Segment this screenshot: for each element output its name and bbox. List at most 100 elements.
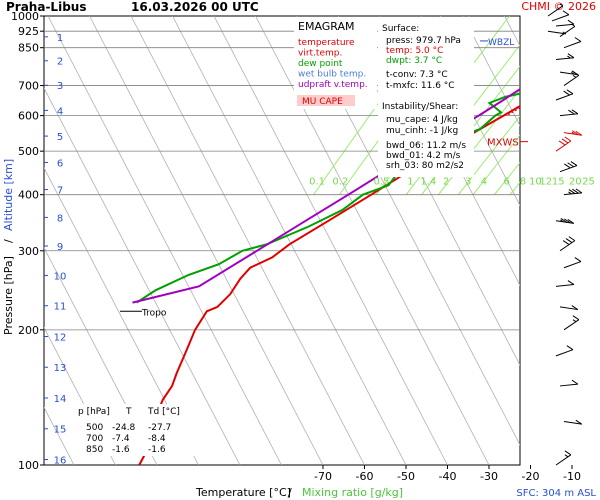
tropo-label: Tropo xyxy=(141,308,167,318)
wind-barb-staff xyxy=(559,165,578,173)
wind-barb xyxy=(563,257,582,269)
wind-barb-staff xyxy=(555,349,574,357)
y-axis-label: Pressure [hPa] xyxy=(2,256,15,335)
mixing-ratio-line xyxy=(523,16,600,195)
isotherm-line xyxy=(44,87,241,465)
wind-barb-staff xyxy=(555,454,572,466)
mixing-ratio-label: 8 xyxy=(520,177,526,188)
wind-barb-staff xyxy=(547,30,566,35)
wind-barb-flag xyxy=(565,238,573,244)
legend-item: temperature xyxy=(298,38,355,48)
wind-barb-flag xyxy=(564,136,572,142)
mixing-ratio-line xyxy=(577,16,600,195)
wind-barb-flag xyxy=(567,162,574,168)
wind-barb-half xyxy=(560,219,564,223)
bwd-06: bwd_06: 11.2 m/s xyxy=(386,141,466,151)
wind-barb-staff xyxy=(555,57,574,61)
y-tick-label: 400 xyxy=(18,189,39,202)
wind-barb-flag xyxy=(563,90,570,96)
wind-barb-flag xyxy=(564,218,571,224)
station-name: Praha-Libus xyxy=(6,0,86,14)
wind-barb xyxy=(563,315,580,331)
wind-barb-half xyxy=(559,3,564,7)
x-tick-label: -40 xyxy=(438,470,456,483)
altitude-tick-label: 3 xyxy=(57,81,63,92)
x-tick-label: -20 xyxy=(521,470,539,483)
mixing-ratio-line xyxy=(533,16,600,195)
mixing-ratio-line xyxy=(563,16,600,195)
wind-barb-half xyxy=(572,74,577,78)
isotherm-line xyxy=(89,16,324,465)
legend-background xyxy=(294,17,377,109)
mixing-ratio-label: 12 xyxy=(539,177,552,188)
altitude-tick-label: 5 xyxy=(57,132,63,143)
y-tick-label: 850 xyxy=(18,42,39,55)
x-tick-label: -10 xyxy=(563,470,581,483)
table-cell: 850 xyxy=(86,445,103,455)
wind-barb xyxy=(563,37,582,49)
wind-barb-staff xyxy=(555,23,574,27)
x-tick-label: -50 xyxy=(397,470,415,483)
y-tick-label: 700 xyxy=(18,80,39,93)
wind-barb-staff xyxy=(559,25,576,37)
wind-barb xyxy=(559,379,579,387)
srh-03: srh_03: 80 m2/s2 xyxy=(386,161,464,171)
wind-barb-flag xyxy=(571,379,579,385)
legend-item: wet bulb temp. xyxy=(298,70,366,80)
mixing-ratio-line xyxy=(509,181,520,195)
wind-barb-flag xyxy=(562,240,570,245)
surface-press: press: 979.7 hPa xyxy=(386,36,461,46)
wind-barb xyxy=(555,217,575,224)
wind-barb-staff xyxy=(555,93,574,101)
wind-barb-flag xyxy=(568,109,575,115)
legend-title: EMAGRAM xyxy=(298,20,355,33)
wind-barb-flag xyxy=(572,130,579,136)
wind-barb-flag xyxy=(572,188,579,194)
altitude-tick-label: 13 xyxy=(54,363,67,374)
wind-barb-flag xyxy=(564,163,571,169)
y-tick-label: 600 xyxy=(18,110,39,123)
wind-barb xyxy=(555,136,572,152)
isotherm-line xyxy=(44,326,116,465)
info-background xyxy=(378,17,474,177)
wind-barb-flag xyxy=(558,140,566,146)
isotherm-line xyxy=(172,16,407,465)
surface-title: Surface: xyxy=(382,24,419,34)
level-table: p [hPa] T Td [°C] 500 -24.8 -27.7 700 -7.4 -8.4 8… xyxy=(74,404,194,456)
table-cell: -1.6 xyxy=(148,445,166,455)
wind-barb-flag xyxy=(575,188,583,194)
wind-barb xyxy=(563,188,583,196)
wind-barb-flag xyxy=(572,315,580,321)
x-axis-label: Temperature [°C] xyxy=(195,486,291,499)
table-cell: 500 xyxy=(86,423,103,433)
wind-barb-flag xyxy=(572,70,580,76)
wind-barb-flag xyxy=(571,109,579,115)
profile-series xyxy=(132,87,520,465)
wind-barb xyxy=(563,130,583,136)
wind-barb-half xyxy=(572,319,577,323)
y-tick-label: 200 xyxy=(18,324,39,337)
mixing-ratio-label: 0.5 xyxy=(373,177,389,188)
table-cell: -24.8 xyxy=(112,423,136,433)
wind-barb-flag xyxy=(571,305,579,310)
altitude-tick-label: 9 xyxy=(57,242,63,253)
mixing-ratio-label: 15 xyxy=(552,177,565,188)
y-tick-label: 1000 xyxy=(11,10,39,23)
wind-barb-flag xyxy=(567,218,575,224)
table-header: T xyxy=(125,407,132,417)
wind-barb-staff xyxy=(563,192,582,196)
wind-barb-half xyxy=(567,55,571,59)
wind-barb-staff xyxy=(563,41,582,49)
mixing-ratio-label: 3 xyxy=(465,177,471,188)
isotherm-line xyxy=(462,16,520,127)
legend-item: dew point xyxy=(298,59,343,69)
wind-barb xyxy=(555,89,574,101)
wind-barb xyxy=(555,280,575,287)
table-header: p [hPa] xyxy=(78,407,110,417)
wind-barb-half xyxy=(571,131,576,135)
wind-barb xyxy=(555,345,574,357)
wind-barb xyxy=(555,19,575,27)
